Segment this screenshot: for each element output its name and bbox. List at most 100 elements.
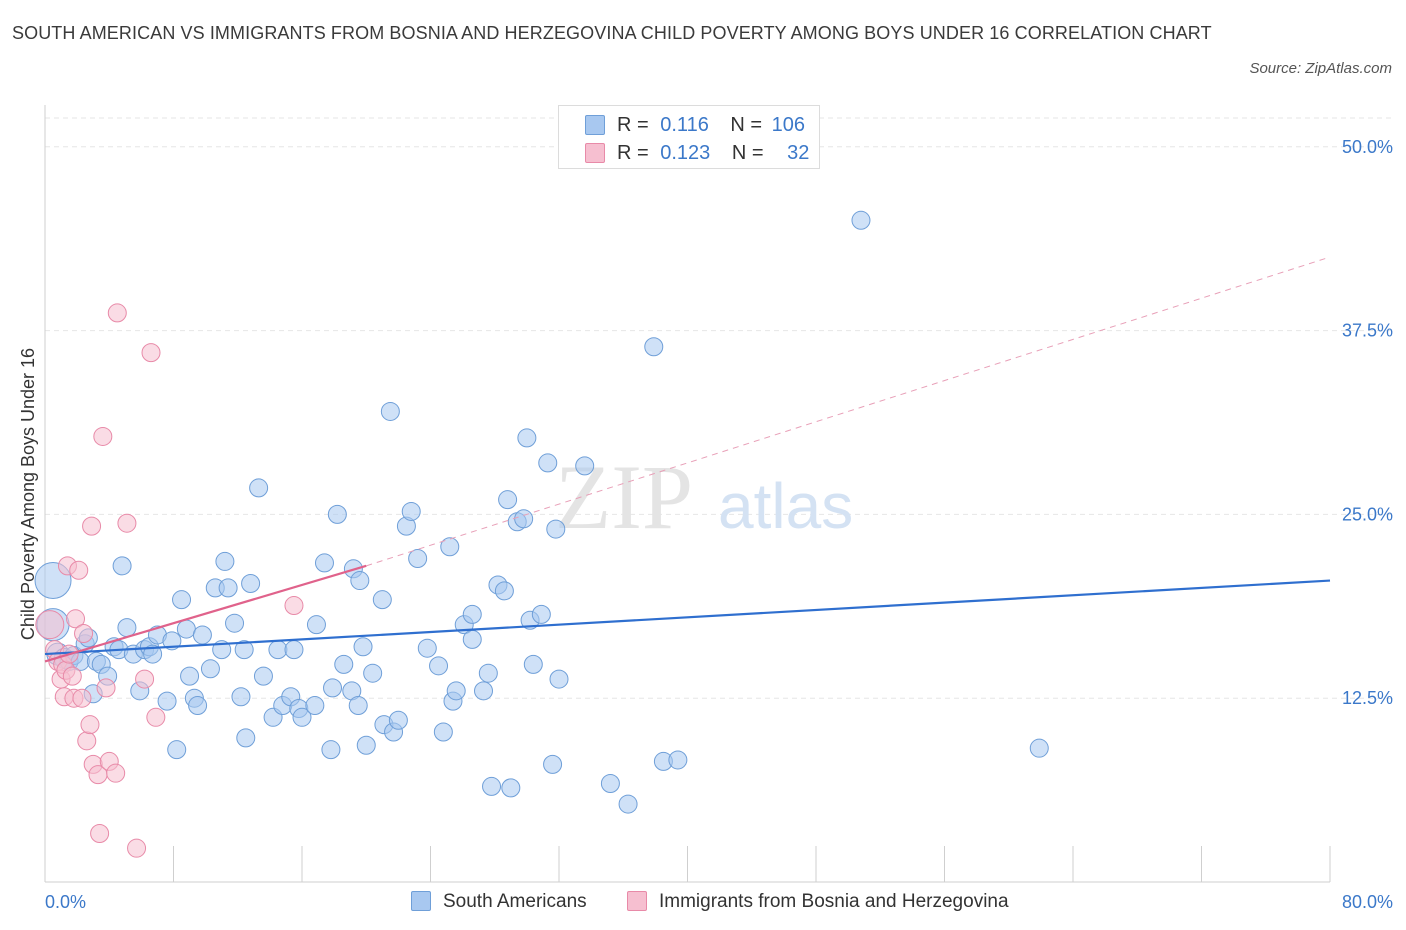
point-south-american xyxy=(478,663,498,683)
point-bosnia xyxy=(135,669,155,689)
point-south-american xyxy=(172,590,192,610)
point-south-american xyxy=(531,604,551,624)
point-south-american xyxy=(494,581,514,601)
point-south-american xyxy=(538,453,558,473)
point-bosnia xyxy=(106,763,126,783)
point-south-american xyxy=(234,640,254,660)
point-south-american xyxy=(417,638,437,658)
point-south-american xyxy=(363,663,383,683)
point-bosnia xyxy=(69,560,89,580)
y-tick-label: 25.0% xyxy=(1342,504,1393,524)
point-south-american xyxy=(644,337,664,357)
point-south-american xyxy=(231,687,251,707)
point-south-american xyxy=(162,631,182,651)
watermark-atlas: atlas xyxy=(718,470,853,542)
point-south-american xyxy=(218,578,238,598)
point-south-american xyxy=(356,735,376,755)
point-south-american xyxy=(253,666,273,686)
point-south-american xyxy=(167,740,187,760)
point-south-american xyxy=(200,659,220,679)
legend-r-label: R = xyxy=(617,142,649,164)
point-south-american xyxy=(1029,738,1049,758)
point-south-american xyxy=(215,551,235,571)
point-south-american xyxy=(523,654,543,674)
point-bosnia xyxy=(284,596,304,616)
point-south-american xyxy=(112,556,132,576)
trend-extension-pink xyxy=(366,256,1331,567)
point-south-american xyxy=(321,740,341,760)
x-tick-label: 80.0% xyxy=(1342,892,1393,912)
point-south-american xyxy=(306,615,326,635)
point-south-american xyxy=(249,478,269,498)
y-tick-label: 50.0% xyxy=(1342,137,1393,157)
point-bosnia xyxy=(72,688,92,708)
point-south-american xyxy=(543,754,563,774)
watermark: ZIP atlas xyxy=(555,446,853,548)
point-south-american xyxy=(498,490,518,510)
point-bosnia xyxy=(127,838,147,858)
correlation-legend: R = 0.116 N = 106 R = 0.123 N = 32 xyxy=(558,105,820,169)
point-bosnia xyxy=(146,707,166,727)
point-south-american xyxy=(236,728,256,748)
data-points xyxy=(34,210,1049,858)
point-south-american xyxy=(305,696,325,716)
point-south-american xyxy=(314,553,334,573)
bottom-legend-swatch-blue xyxy=(411,891,431,911)
point-south-american xyxy=(514,509,534,529)
x-tick-label: 0.0% xyxy=(45,892,86,912)
axes xyxy=(44,105,1331,883)
legend-swatch-blue xyxy=(585,115,605,135)
point-south-american xyxy=(851,210,871,230)
legend-n-label: N = xyxy=(730,114,763,136)
tick-labels: 12.5% 25.0% 37.5% 50.0% 0.0% 80.0% xyxy=(45,137,1393,912)
point-bosnia xyxy=(80,715,100,735)
point-south-american xyxy=(372,590,392,610)
point-south-american xyxy=(401,501,421,521)
legend-r-label: R = xyxy=(617,114,649,136)
point-south-american xyxy=(180,666,200,686)
point-bosnia xyxy=(66,609,86,629)
point-south-american xyxy=(241,573,261,593)
point-south-american xyxy=(446,681,466,701)
point-bosnia xyxy=(90,823,110,843)
point-south-american xyxy=(462,604,482,624)
point-south-american xyxy=(334,654,354,674)
watermark-zip: ZIP xyxy=(555,446,693,548)
point-bosnia xyxy=(77,731,97,751)
point-south-american xyxy=(618,794,638,814)
point-south-american xyxy=(157,691,177,711)
point-south-american xyxy=(474,681,494,701)
point-south-american xyxy=(284,640,304,660)
point-south-american xyxy=(292,707,312,727)
point-bosnia xyxy=(117,513,137,533)
point-bosnia xyxy=(107,303,127,323)
point-south-american xyxy=(546,519,566,539)
legend-n-label: N = xyxy=(731,142,764,164)
point-south-american xyxy=(462,629,482,649)
bottom-legend-label: Immigrants from Bosnia and Herzegovina xyxy=(659,891,1009,912)
legend-n-value: 32 xyxy=(787,142,810,164)
point-south-american xyxy=(549,669,569,689)
point-south-american xyxy=(482,776,502,796)
point-bosnia xyxy=(74,623,94,643)
legend-swatch-pink xyxy=(585,143,605,163)
point-south-american xyxy=(117,618,137,638)
point-bosnia xyxy=(82,516,102,536)
point-bosnia xyxy=(96,678,116,698)
y-tick-label: 12.5% xyxy=(1342,688,1393,708)
point-south-american xyxy=(268,640,288,660)
point-south-american xyxy=(353,637,373,657)
point-south-american xyxy=(668,750,688,770)
trend-lines xyxy=(44,256,1331,663)
point-south-american xyxy=(323,678,343,698)
point-south-american xyxy=(350,571,370,591)
point-south-american xyxy=(188,696,208,716)
point-south-american xyxy=(517,428,537,448)
point-bosnia xyxy=(35,610,65,640)
point-south-american xyxy=(348,696,368,716)
y-tick-label: 37.5% xyxy=(1342,321,1393,341)
point-south-american xyxy=(501,778,521,798)
point-bosnia xyxy=(141,343,161,363)
chart-title: SOUTH AMERICAN VS IMMIGRANTS FROM BOSNIA… xyxy=(12,23,1212,43)
point-south-american xyxy=(429,656,449,676)
